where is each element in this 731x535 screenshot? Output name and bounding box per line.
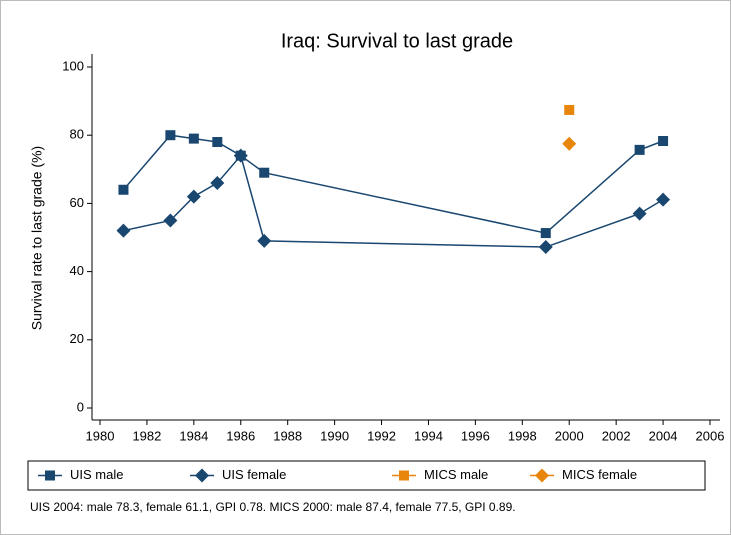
marker	[233, 148, 248, 163]
marker	[634, 144, 645, 155]
y-tick-label: 0	[77, 399, 84, 414]
marker	[564, 104, 575, 115]
marker	[257, 233, 272, 248]
x-tick-label: 1982	[132, 428, 161, 443]
legend	[27, 460, 706, 491]
marker	[212, 137, 223, 148]
chart-title: Iraq: Survival to last grade	[281, 30, 513, 52]
marker	[188, 133, 199, 144]
marker	[656, 192, 671, 207]
marker	[210, 175, 225, 190]
x-tick-label: 1992	[367, 428, 396, 443]
marker	[562, 136, 577, 151]
y-tick-label: 100	[62, 58, 84, 73]
marker	[538, 240, 553, 255]
marker	[118, 184, 129, 195]
x-tick-label: 2002	[602, 428, 631, 443]
x-tick-label: 1990	[320, 428, 349, 443]
legend-label: MICS male	[424, 467, 488, 482]
marker	[116, 223, 131, 238]
x-tick-label: 1988	[273, 428, 302, 443]
marker	[632, 206, 647, 221]
x-tick-label: 1984	[179, 428, 208, 443]
legend-label: MICS female	[562, 467, 637, 482]
y-axis-label: Survival rate to last grade (%)	[29, 146, 45, 330]
x-tick-label: 1994	[414, 428, 443, 443]
x-tick-label: 1998	[508, 428, 537, 443]
x-tick-label: 2006	[696, 428, 725, 443]
marker	[658, 135, 669, 146]
x-tick-label: 1996	[461, 428, 490, 443]
x-tick-label: 2004	[649, 428, 678, 443]
legend-marker	[535, 468, 549, 483]
legend-label: UIS male	[70, 467, 123, 482]
legend-marker	[45, 470, 55, 481]
marker	[186, 189, 201, 204]
marker	[165, 130, 176, 141]
marker	[259, 167, 270, 178]
note: UIS 2004: male 78.3, female 61.1, GPI 0.…	[30, 500, 516, 514]
x-tick-label: 1980	[86, 428, 115, 443]
x-tick-label: 1986	[226, 428, 255, 443]
y-tick-label: 80	[70, 127, 84, 142]
y-tick-label: 40	[70, 263, 84, 278]
legend-marker	[399, 470, 409, 481]
legend-label: UIS female	[222, 467, 286, 482]
y-tick-label: 60	[70, 195, 84, 210]
y-tick-label: 20	[70, 331, 84, 346]
marker	[163, 213, 178, 228]
x-tick-label: 2000	[555, 428, 584, 443]
legend-marker	[195, 468, 209, 483]
marker	[540, 228, 551, 239]
